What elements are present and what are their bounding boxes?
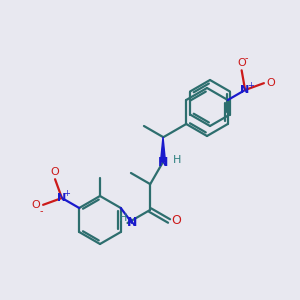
- Text: -: -: [39, 206, 43, 216]
- Text: O: O: [237, 58, 246, 68]
- Text: O: O: [51, 167, 59, 177]
- Text: +: +: [64, 190, 70, 199]
- Text: H: H: [119, 213, 127, 223]
- Text: +: +: [247, 82, 254, 91]
- Polygon shape: [160, 137, 166, 162]
- Text: N: N: [241, 85, 250, 95]
- Text: N: N: [127, 217, 137, 230]
- Text: N: N: [158, 155, 168, 169]
- Text: -: -: [245, 53, 248, 63]
- Text: O: O: [171, 214, 181, 227]
- Text: N: N: [57, 193, 67, 203]
- Text: O: O: [32, 200, 40, 210]
- Text: O: O: [266, 78, 275, 88]
- Text: H: H: [173, 155, 181, 165]
